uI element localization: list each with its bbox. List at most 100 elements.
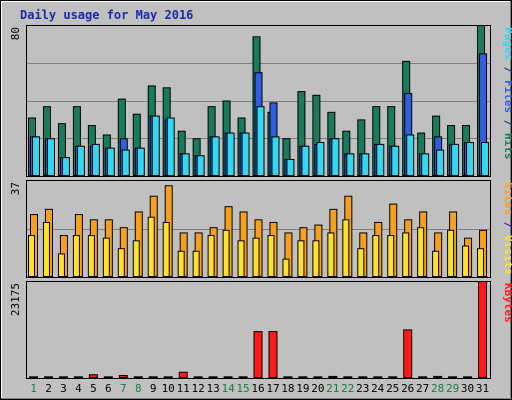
bar-sites bbox=[432, 250, 440, 277]
bar-sites bbox=[222, 229, 230, 277]
bar-sites bbox=[267, 235, 275, 277]
bar-sites bbox=[447, 229, 455, 277]
bar-pages bbox=[211, 136, 220, 177]
bar-pages bbox=[406, 134, 415, 177]
x-tick-label: 14 bbox=[221, 382, 235, 395]
bar-sites bbox=[372, 235, 380, 277]
bar-kbytes bbox=[313, 376, 323, 378]
bar-sites bbox=[342, 219, 350, 277]
bar-kbytes bbox=[73, 376, 83, 378]
x-tick-label: 28 bbox=[431, 382, 444, 395]
x-tick-label: 30 bbox=[461, 382, 474, 395]
bar-pages bbox=[166, 117, 175, 177]
bar-kbytes bbox=[193, 376, 203, 378]
x-tick-label: 8 bbox=[135, 382, 142, 395]
y-max-label-kbytes: 23175 bbox=[9, 283, 22, 316]
bar-kbytes bbox=[43, 376, 53, 378]
bar-kbytes bbox=[133, 376, 143, 378]
x-tick-label: 7 bbox=[120, 382, 127, 395]
bars-hits-files-pages bbox=[28, 25, 490, 177]
x-tick-label: 21 bbox=[326, 382, 339, 395]
x-tick-label: 27 bbox=[416, 382, 429, 395]
panel-visits-sites: 37 Sites / Visits bbox=[9, 180, 512, 278]
bar-sites bbox=[28, 235, 35, 277]
x-tick-label: 4 bbox=[75, 382, 82, 395]
bar-sites bbox=[42, 221, 50, 278]
bar-pages bbox=[61, 157, 70, 176]
bar-kbytes bbox=[448, 376, 458, 378]
bar-pages bbox=[361, 153, 370, 177]
bar-kbytes bbox=[163, 376, 173, 378]
x-axis-labels: 1 2 3 4 5 6 7 8 9 10 11 12 13 14 15 16 17 18 19 20 21 22 23 24 2… bbox=[30, 382, 489, 395]
panel-kbytes: 23175 KBytes bbox=[9, 281, 512, 379]
bar-sites bbox=[237, 240, 245, 278]
bar-kbytes bbox=[343, 376, 353, 378]
bar-kbytes bbox=[418, 376, 428, 378]
legend-item: Pages bbox=[502, 27, 512, 60]
bar-pages bbox=[256, 106, 265, 176]
bar-sites bbox=[207, 235, 215, 277]
bar-kbytes bbox=[29, 376, 38, 378]
bar-kbytes bbox=[433, 375, 443, 378]
bar-sites bbox=[462, 245, 470, 278]
x-tick-label: 5 bbox=[90, 382, 97, 395]
bar-kbytes bbox=[463, 376, 473, 378]
legend-item: Files bbox=[502, 80, 512, 113]
bar-pages bbox=[436, 149, 445, 176]
bar-kbytes bbox=[283, 376, 293, 378]
chart-title: Daily usage for May 2016 bbox=[20, 8, 193, 22]
bar-sites bbox=[162, 221, 170, 278]
legend-hits-files-pages: Pages / Files / Hits bbox=[502, 27, 512, 160]
bar-kbytes bbox=[223, 376, 233, 378]
bar-sites bbox=[252, 237, 260, 277]
x-tick-label: 9 bbox=[150, 382, 157, 395]
bar-kbytes bbox=[388, 376, 398, 378]
bar-pages bbox=[331, 138, 340, 176]
x-tick-label: 2 bbox=[45, 382, 52, 395]
bar-sites bbox=[117, 248, 125, 277]
legend-item: Visits bbox=[502, 235, 512, 275]
bar-kbytes bbox=[373, 376, 383, 378]
bar-kbytes bbox=[238, 376, 248, 378]
bar-pages bbox=[106, 147, 115, 176]
x-tick-label: 20 bbox=[311, 382, 324, 395]
bar-sites bbox=[102, 237, 110, 277]
bar-kbytes bbox=[58, 376, 68, 378]
bar-pages bbox=[121, 149, 130, 176]
bar-sites bbox=[477, 248, 485, 277]
bar-pages bbox=[466, 142, 475, 176]
legend-item: KBytes bbox=[502, 283, 512, 323]
x-tick-label: 6 bbox=[105, 382, 112, 395]
bar-sites bbox=[87, 235, 95, 277]
bar-kbytes bbox=[328, 375, 338, 378]
x-tick-label: 18 bbox=[281, 382, 294, 395]
legend-item: Hits bbox=[502, 133, 512, 160]
bar-kbytes bbox=[208, 376, 218, 378]
x-tick-label: 22 bbox=[341, 382, 354, 395]
bar-sites bbox=[357, 248, 365, 277]
bar-pages bbox=[32, 136, 40, 177]
bar-kbytes bbox=[268, 331, 278, 378]
bar-pages bbox=[136, 147, 145, 176]
legend-kbytes: KBytes bbox=[502, 283, 512, 323]
legend-item: / bbox=[502, 113, 512, 133]
bar-sites bbox=[297, 240, 305, 278]
bar-sites bbox=[312, 240, 320, 278]
bars-kbytes bbox=[29, 281, 488, 379]
bar-kbytes bbox=[253, 331, 263, 378]
bar-pages bbox=[391, 145, 400, 177]
bar-kbytes bbox=[478, 281, 488, 378]
bar-pages bbox=[346, 153, 355, 177]
x-tick-label: 10 bbox=[162, 382, 175, 395]
bars-visits-sites bbox=[28, 185, 488, 278]
bar-sites bbox=[147, 216, 155, 277]
bar-sites bbox=[417, 227, 425, 278]
y-max-label-hits-files-pages: 80 bbox=[9, 27, 22, 40]
bar-sites bbox=[387, 235, 395, 277]
panels: 80 Pages / Files / Hits 37 Sites / Visits 23… bbox=[9, 25, 512, 379]
bar-sites bbox=[282, 258, 290, 278]
bar-sites bbox=[72, 235, 80, 277]
x-tick-label: 25 bbox=[386, 382, 399, 395]
bar-pages bbox=[286, 159, 295, 176]
